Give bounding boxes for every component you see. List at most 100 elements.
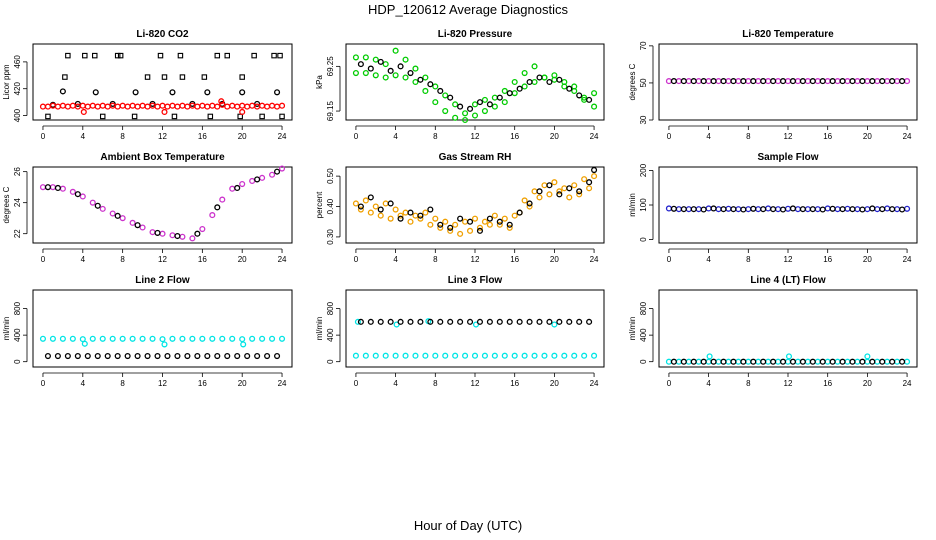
x-tick-label: 12 bbox=[158, 255, 167, 264]
data-point bbox=[491, 94, 498, 101]
data-point bbox=[174, 352, 181, 360]
data-point bbox=[134, 352, 141, 360]
data-point bbox=[705, 358, 712, 365]
data-point bbox=[466, 218, 474, 225]
data-point bbox=[566, 194, 573, 201]
data-point bbox=[194, 103, 201, 110]
data-point bbox=[452, 114, 459, 121]
panel-title: Li-820 Pressure bbox=[438, 29, 513, 40]
y-tick-label: 800 bbox=[639, 301, 648, 315]
data-point bbox=[715, 358, 722, 365]
data-point bbox=[352, 200, 359, 207]
x-tick-label: 16 bbox=[198, 379, 207, 388]
data-point bbox=[725, 358, 732, 365]
data-point bbox=[457, 215, 464, 222]
y-tick-label: 69.15 bbox=[326, 101, 335, 122]
data-point bbox=[74, 100, 81, 107]
data-point bbox=[695, 358, 702, 365]
data-point bbox=[804, 358, 811, 365]
data-point bbox=[54, 103, 61, 110]
data-point bbox=[571, 182, 578, 189]
plot-frame bbox=[658, 289, 918, 368]
y-axis-label: degrees C bbox=[2, 186, 11, 223]
data-point bbox=[144, 103, 151, 110]
data-point bbox=[139, 224, 146, 231]
data-point bbox=[685, 78, 692, 85]
data-point bbox=[804, 206, 811, 213]
data-point bbox=[760, 358, 767, 365]
x-tick-label: 16 bbox=[823, 255, 832, 264]
data-point bbox=[132, 89, 139, 96]
data-point bbox=[432, 215, 439, 222]
y-tick-label: 0 bbox=[639, 237, 648, 242]
y-tick-label: 0.50 bbox=[326, 168, 335, 184]
data-point bbox=[506, 318, 513, 325]
y-tick-label: 460 bbox=[13, 55, 22, 69]
data-point bbox=[274, 168, 281, 175]
data-point bbox=[59, 185, 66, 192]
data-point bbox=[377, 318, 384, 325]
x-tick-label: 8 bbox=[746, 379, 751, 388]
data-point bbox=[114, 212, 121, 219]
data-point bbox=[89, 199, 96, 206]
x-tick-label: 4 bbox=[393, 379, 398, 388]
data-point bbox=[161, 74, 168, 80]
data-point bbox=[760, 206, 767, 213]
data-point bbox=[199, 102, 206, 109]
data-point bbox=[159, 336, 166, 343]
data-point bbox=[839, 78, 846, 85]
data-point bbox=[79, 102, 86, 109]
data-point bbox=[174, 103, 181, 110]
data-point bbox=[377, 212, 384, 219]
x-tick-label: 24 bbox=[903, 132, 912, 141]
data-point bbox=[442, 352, 449, 359]
data-point bbox=[84, 352, 91, 360]
data-point bbox=[271, 52, 277, 59]
data-point bbox=[274, 352, 281, 360]
data-point bbox=[427, 81, 434, 88]
panel-5: Gas Stream RH 0 4 8 12 16 20 24 0.30 0.40 0.50perc… bbox=[315, 152, 605, 264]
data-point bbox=[244, 103, 251, 110]
data-point bbox=[814, 206, 821, 213]
data-point bbox=[670, 205, 677, 212]
data-point bbox=[169, 89, 176, 96]
data-point bbox=[879, 358, 886, 365]
data-point bbox=[844, 205, 851, 212]
data-point bbox=[894, 78, 901, 85]
series-2 bbox=[44, 352, 281, 360]
data-point bbox=[680, 78, 687, 85]
data-point bbox=[194, 352, 201, 360]
data-point bbox=[799, 206, 806, 213]
data-point bbox=[824, 358, 831, 365]
data-point bbox=[447, 318, 454, 325]
data-point bbox=[412, 352, 419, 359]
data-point bbox=[784, 358, 792, 365]
plot-frame bbox=[32, 43, 293, 121]
data-point bbox=[874, 206, 881, 213]
data-point bbox=[159, 230, 166, 237]
data-point bbox=[442, 92, 449, 99]
data-point bbox=[531, 78, 538, 86]
data-point bbox=[755, 358, 762, 365]
data-point bbox=[372, 352, 379, 359]
data-point bbox=[551, 179, 558, 186]
data-point bbox=[685, 206, 692, 213]
data-point bbox=[814, 358, 821, 365]
data-point bbox=[864, 206, 871, 213]
x-tick-label: 20 bbox=[550, 255, 559, 264]
series-3 bbox=[39, 98, 286, 116]
data-point bbox=[422, 209, 429, 216]
data-point bbox=[695, 206, 702, 213]
data-point bbox=[556, 76, 563, 83]
data-point bbox=[134, 103, 141, 110]
data-point bbox=[154, 103, 161, 110]
y-axis-label: ml/min bbox=[628, 193, 637, 217]
data-point bbox=[779, 78, 787, 85]
data-point bbox=[476, 224, 484, 231]
data-point bbox=[481, 352, 488, 359]
y-tick-label: 69.25 bbox=[326, 56, 335, 77]
data-point bbox=[466, 105, 474, 112]
data-point bbox=[779, 206, 787, 213]
data-point bbox=[239, 108, 246, 116]
